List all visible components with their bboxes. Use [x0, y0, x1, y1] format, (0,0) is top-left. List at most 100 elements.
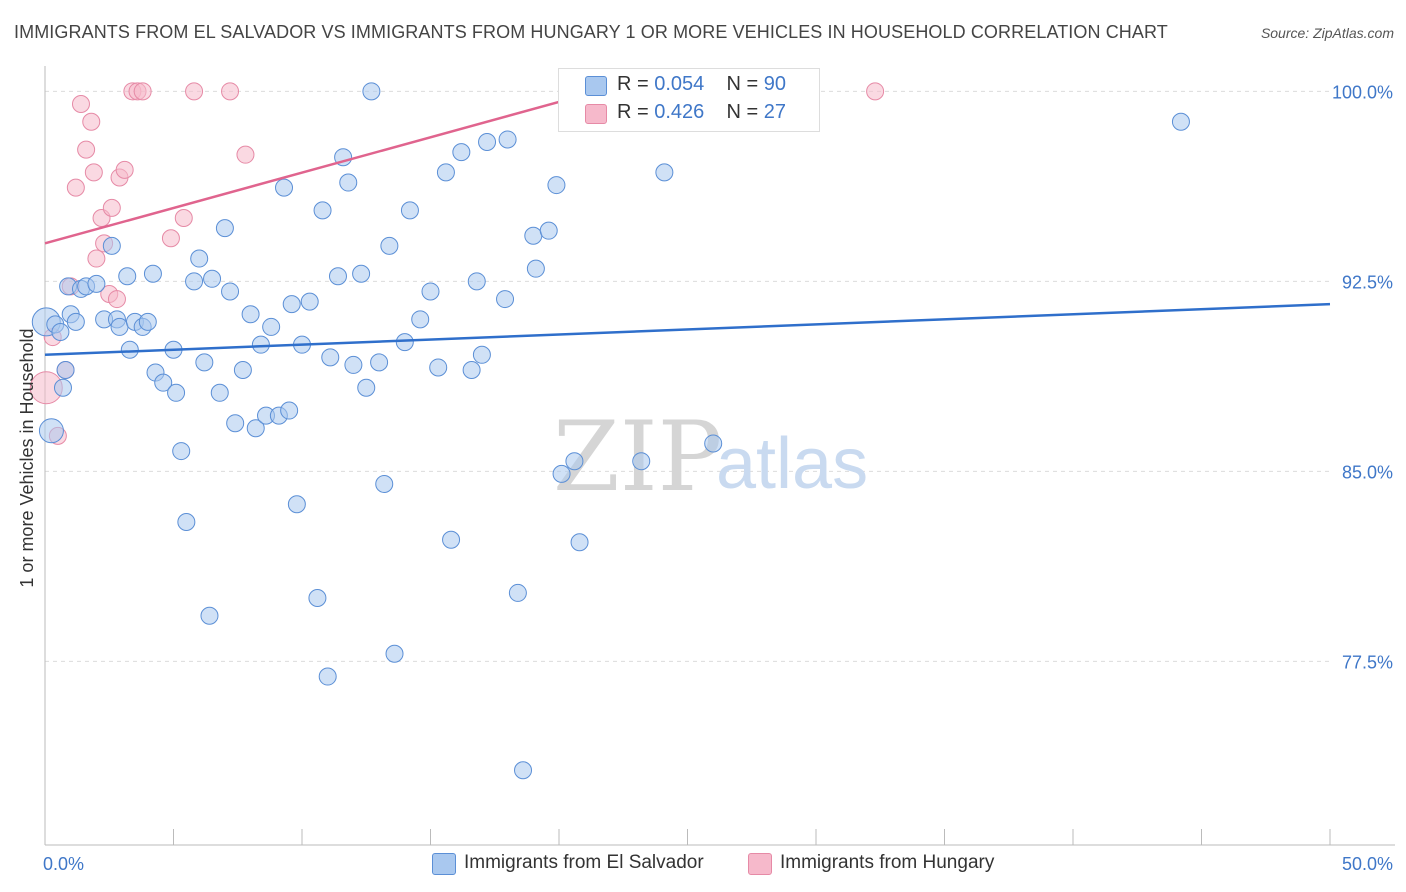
point-el-salvador [498, 130, 517, 149]
point-el-salvador [233, 361, 252, 379]
point-el-salvador [436, 163, 455, 182]
point-hungary [71, 95, 90, 113]
point-el-salvador [655, 163, 674, 182]
point-el-salvador [352, 264, 371, 283]
point-hungary [221, 82, 240, 101]
y-tick-label: 100.0% [1332, 82, 1393, 102]
point-el-salvador [526, 259, 545, 278]
point-el-salvador [241, 305, 260, 324]
bottom-legend-swatch-el-salvador [432, 853, 456, 875]
point-el-salvador [478, 133, 497, 151]
axes [44, 66, 1395, 846]
point-hungary [102, 198, 121, 217]
legend-swatch-hungary [585, 104, 607, 124]
point-el-salvador [203, 269, 222, 288]
point-hungary [84, 163, 103, 182]
correlation-legend: R = 0.054 N = 90 R = 0.426 N = 27 [558, 68, 820, 132]
y-axis-label: 1 or more Vehicles in Household [17, 328, 37, 587]
point-el-salvador [177, 513, 196, 531]
point-hungary [236, 145, 255, 164]
chart-title: IMMIGRANTS FROM EL SALVADOR VS IMMIGRANT… [14, 22, 1168, 42]
point-el-salvador [282, 295, 301, 314]
bottom-legend-swatch-hungary [748, 853, 772, 875]
legend-r-label: R = [617, 101, 649, 123]
trend-line-el-salvador [44, 302, 1331, 357]
point-el-salvador [632, 452, 651, 471]
point-el-salvador [226, 414, 245, 433]
point-el-salvador [110, 317, 129, 336]
x-tick-label: 50.0% [1342, 854, 1393, 874]
point-el-salvador [154, 373, 173, 392]
legend-row-el-salvador: R = 0.054 N = 90 [559, 72, 819, 100]
point-el-salvador [210, 383, 229, 402]
point-el-salvador [300, 292, 319, 311]
point-el-salvador [195, 353, 214, 372]
point-el-salvador [357, 378, 376, 397]
point-el-salvador [400, 201, 419, 220]
point-el-salvador [552, 464, 571, 483]
point-el-salvador [514, 761, 533, 780]
point-el-salvador [167, 383, 186, 402]
point-el-salvador [362, 82, 381, 101]
point-el-salvador [280, 401, 299, 420]
point-el-salvador [56, 361, 75, 379]
point-hungary [185, 82, 204, 101]
x-tick-label: 0.0% [43, 854, 84, 874]
point-el-salvador [313, 201, 332, 220]
point-hungary [87, 249, 106, 268]
point-el-salvador [344, 355, 363, 374]
point-el-salvador [262, 317, 281, 336]
legend-n-label: N = [726, 73, 759, 95]
point-el-salvador [251, 335, 270, 354]
y-tick-label: 85.0% [1342, 462, 1393, 482]
watermark-atlas: atlas [716, 424, 868, 504]
point-el-salvador [565, 452, 584, 471]
trend-lines [44, 90, 1331, 357]
watermark: ZIP atlas [553, 401, 868, 513]
point-el-salvador [452, 143, 471, 162]
point-el-salvador [328, 267, 347, 286]
point-el-salvador [172, 442, 191, 461]
point-hungary [161, 229, 180, 248]
legend-r-value: 0.426 [654, 101, 705, 123]
point-el-salvador [308, 589, 327, 607]
point-el-salvador [472, 345, 491, 364]
y-tick-label: 77.5% [1342, 652, 1393, 672]
point-el-salvador [38, 418, 64, 444]
point-hungary [866, 82, 885, 101]
point-hungary [107, 290, 126, 309]
point-el-salvador [370, 353, 389, 372]
point-el-salvador [246, 419, 265, 438]
point-el-salvador [496, 290, 515, 309]
point-el-salvador [143, 264, 162, 283]
point-el-salvador [380, 236, 399, 255]
point-el-salvador [547, 176, 566, 195]
point-el-salvador [1171, 112, 1190, 131]
point-el-salvador [385, 644, 404, 663]
point-el-salvador [539, 221, 558, 240]
point-el-salvador [138, 312, 157, 331]
x-tick-labels: 0.0% 50.0% [43, 854, 1393, 874]
y-tick-label: 92.5% [1342, 272, 1393, 292]
point-el-salvador [87, 274, 106, 293]
y-tick-labels: 100.0% 92.5% 85.0% 77.5% [1332, 82, 1393, 672]
point-el-salvador [339, 173, 358, 192]
point-el-salvador [51, 323, 70, 341]
point-el-salvador [395, 333, 414, 352]
point-el-salvador [467, 272, 486, 291]
point-hungary [115, 160, 134, 179]
trend-line-hungary [44, 90, 598, 245]
point-el-salvador [102, 236, 121, 255]
legend-n-value: 90 [763, 73, 787, 95]
point-el-salvador [524, 226, 543, 245]
point-el-salvador [318, 667, 337, 686]
legend-r-value: 0.054 [654, 73, 705, 95]
point-el-salvador [704, 434, 723, 453]
point-el-salvador [570, 533, 589, 552]
point-el-salvador [120, 340, 139, 359]
point-el-salvador [53, 378, 72, 397]
legend-swatch-el-salvador [585, 76, 607, 96]
point-el-salvador [411, 310, 430, 329]
bottom-legend-el-salvador: Immigrants from El Salvador [432, 851, 732, 877]
